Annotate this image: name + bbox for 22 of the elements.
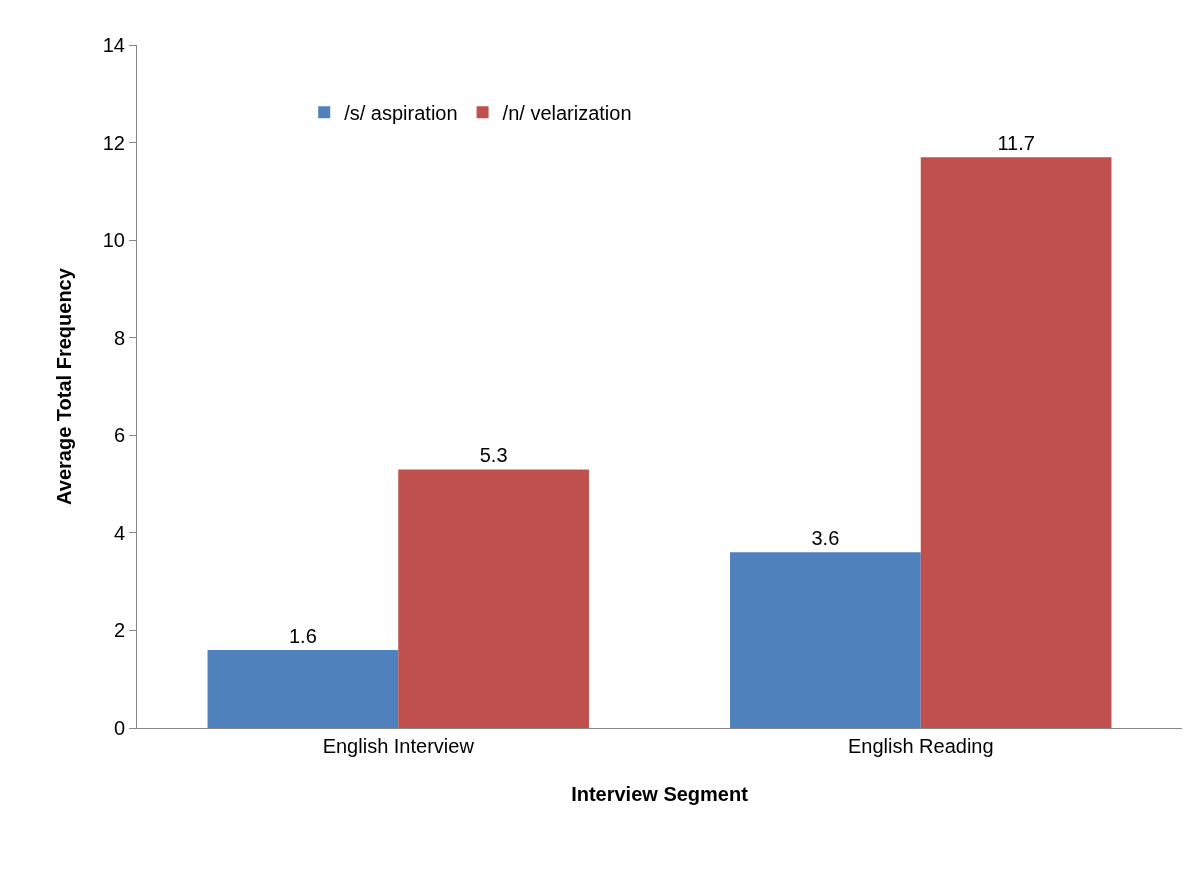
x-tick-label: English Interview: [322, 735, 475, 757]
y-tick-label: 6: [113, 424, 125, 447]
y-tick-label: 12: [102, 131, 125, 154]
data-label: 5.3: [479, 444, 508, 467]
bar: [207, 649, 399, 728]
bar: [398, 469, 589, 728]
data-label: 1.6: [288, 624, 317, 647]
bar: [920, 157, 1112, 728]
y-tick-label: 14: [102, 34, 125, 56]
y-tick-label: 10: [102, 229, 125, 252]
legend-label: /n/ velarization: [502, 102, 632, 125]
y-tick-label: 4: [113, 521, 125, 544]
data-label: 3.6: [811, 527, 840, 550]
y-tick-label: 8: [113, 326, 125, 349]
x-axis-title: Interview Segment: [571, 782, 749, 805]
x-tick-label: English Reading: [847, 735, 994, 757]
y-tick-label: 0: [113, 717, 125, 739]
y-tick-label: 2: [113, 619, 125, 642]
legend-label: /s/ aspiration: [344, 102, 458, 125]
data-label: 11.7: [997, 132, 1035, 155]
bar: [730, 552, 921, 728]
y-axis-title: Average Total Frequency: [53, 267, 76, 505]
